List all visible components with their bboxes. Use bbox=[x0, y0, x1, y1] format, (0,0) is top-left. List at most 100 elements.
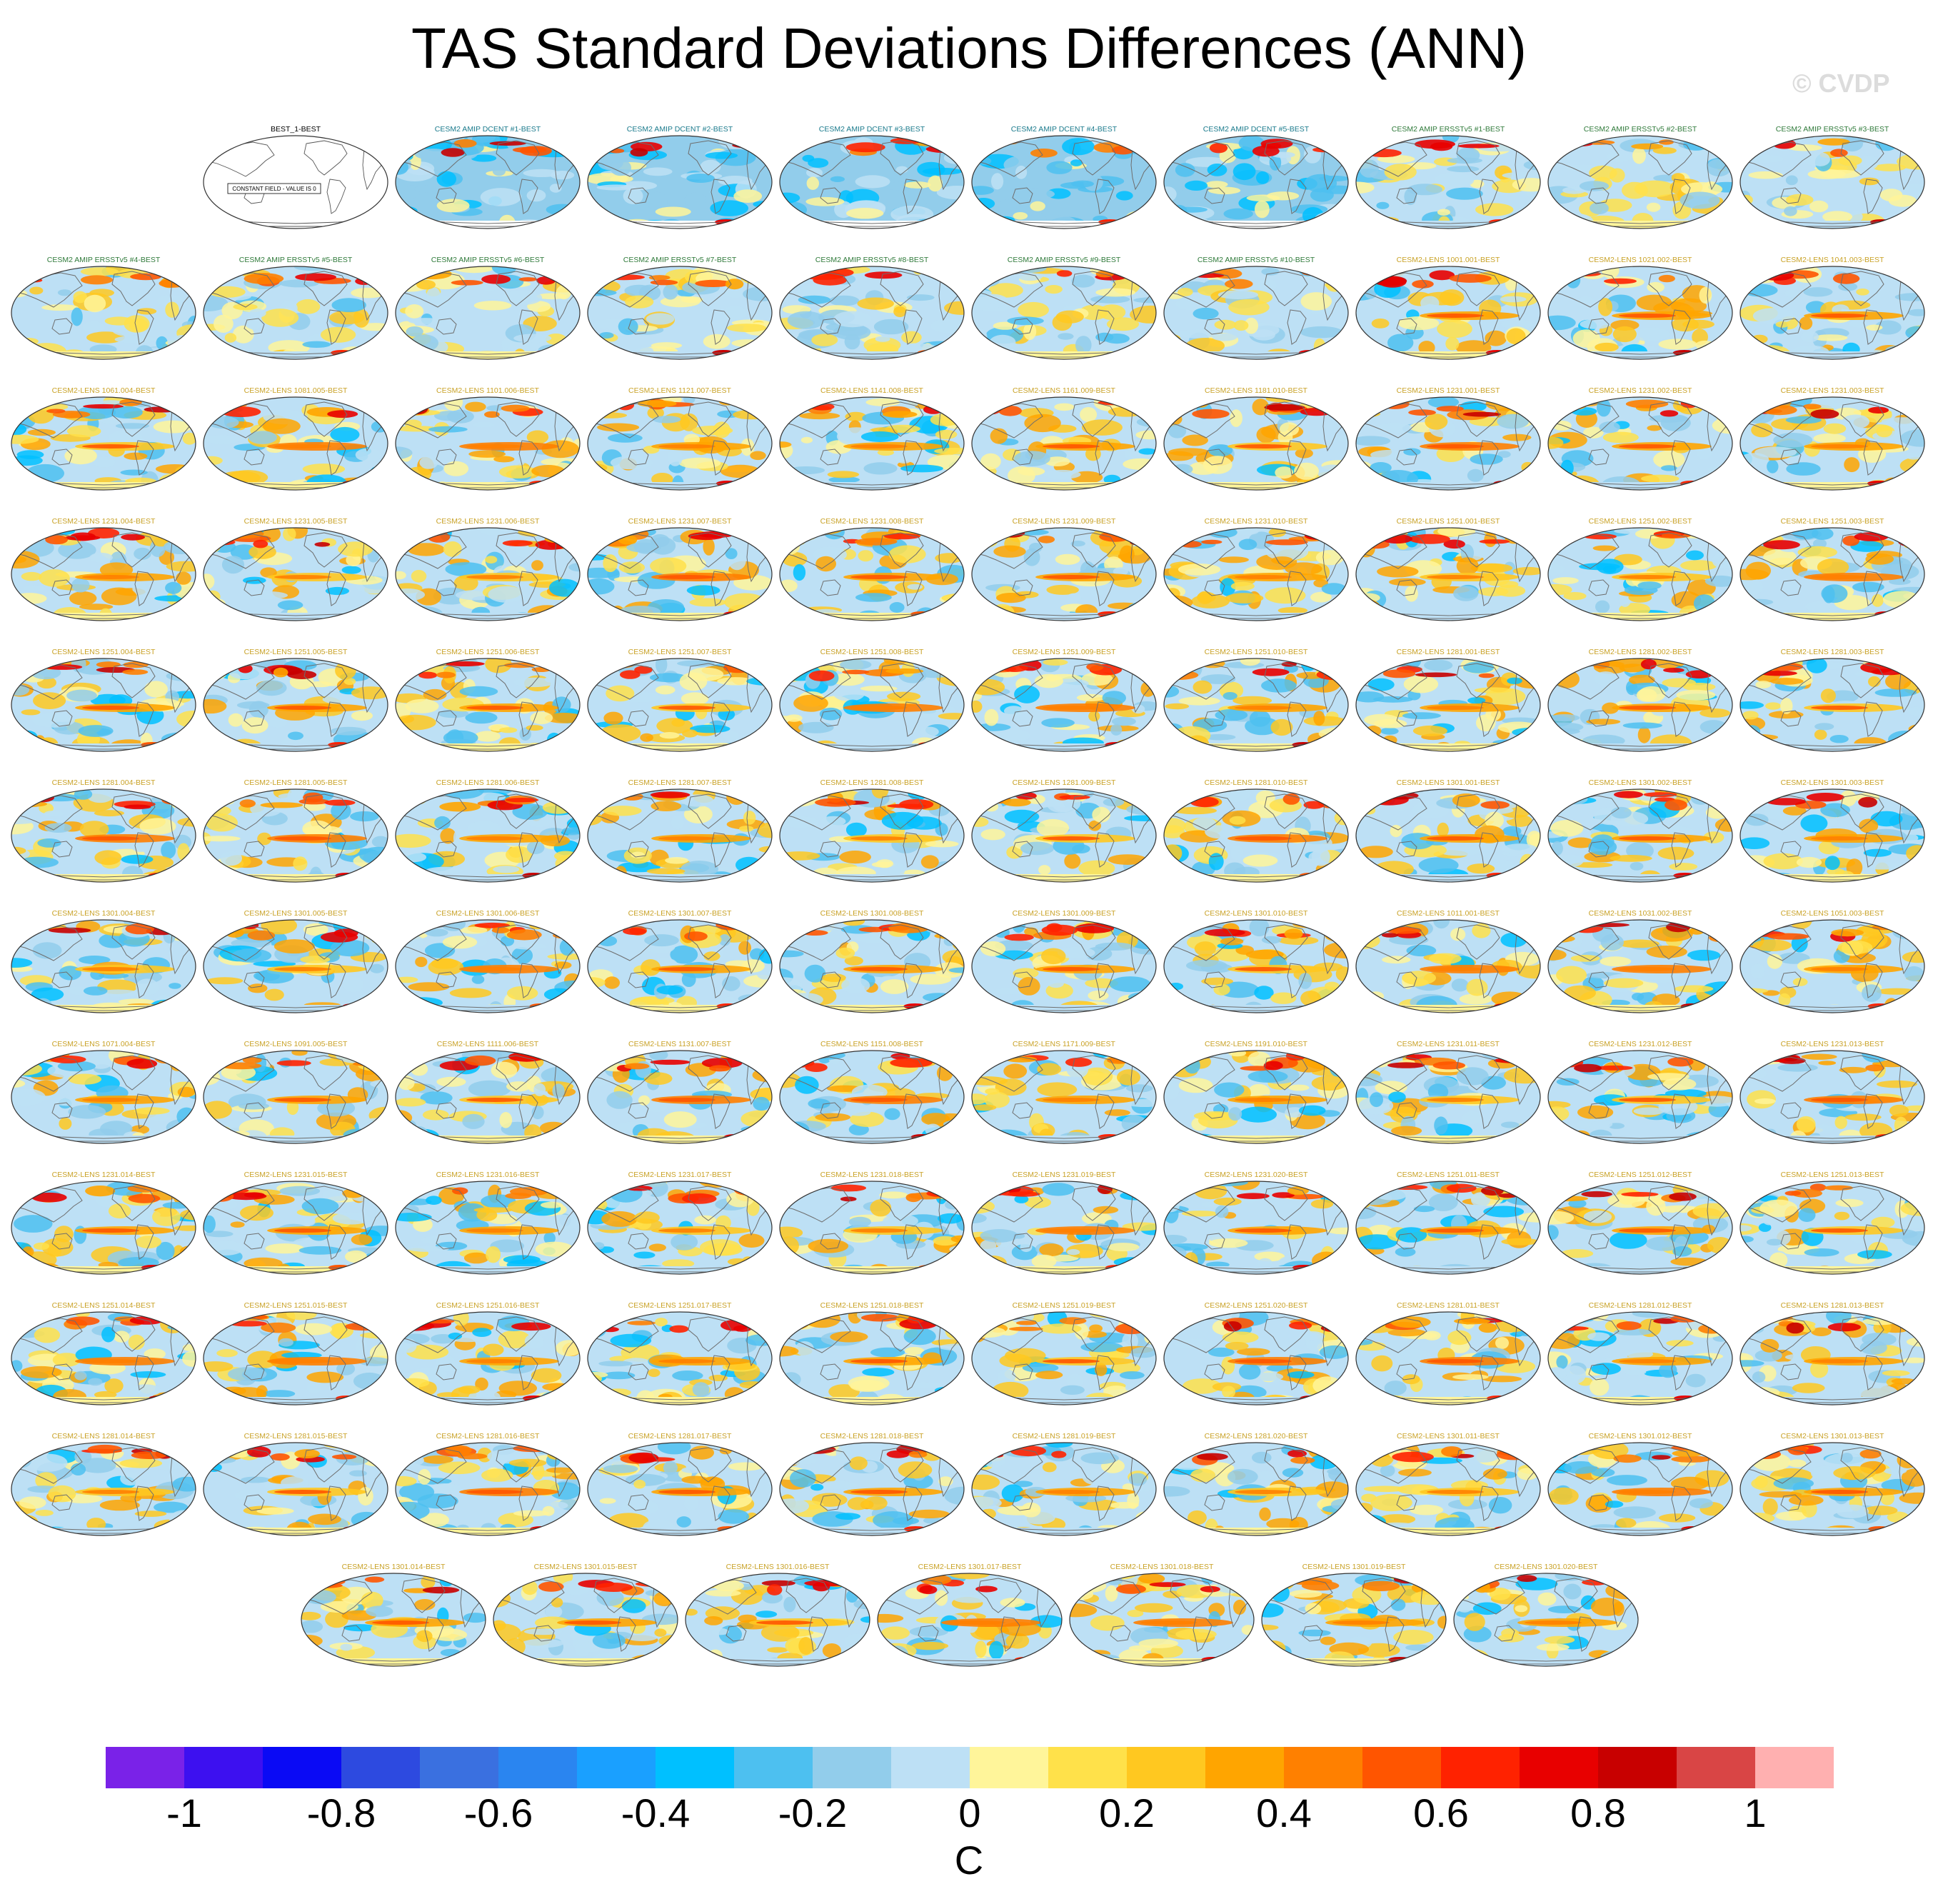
continent-outline bbox=[134, 832, 154, 868]
continent-outline bbox=[880, 663, 924, 698]
panel-title: CESM2-LENS 1251.002-BEST bbox=[1589, 517, 1692, 526]
difference-map-panel: CESM2-LENS 1251.005-BEST bbox=[203, 648, 388, 752]
continent-outline bbox=[518, 832, 538, 868]
panel-title: CESM2-LENS 1051.003-BEST bbox=[1781, 909, 1884, 918]
map-boundary bbox=[1355, 527, 1541, 621]
continent-outline bbox=[1357, 664, 1427, 700]
continent-outline bbox=[1165, 533, 1235, 569]
continent-outline bbox=[880, 1186, 924, 1221]
continent-outline bbox=[303, 1316, 348, 1352]
continent-outline bbox=[1742, 141, 1812, 177]
continent-outline bbox=[1357, 1448, 1427, 1484]
difference-map-panel: CESM2-LENS 1231.003-BEST bbox=[1739, 386, 1925, 491]
colorbar-swatch bbox=[420, 1747, 499, 1788]
map-boundary bbox=[971, 658, 1157, 752]
continent-outline bbox=[589, 926, 659, 961]
continent-outline bbox=[1000, 1616, 1020, 1652]
continent-outline bbox=[1554, 1578, 1598, 1613]
panel-title: CESM2 AMIP ERSSTv5 #7-BEST bbox=[623, 256, 737, 264]
panel-title: CESM2-LENS 1171.009-BEST bbox=[1013, 1040, 1116, 1048]
difference-map-panel: CESM2-LENS 1231.007-BEST bbox=[587, 517, 773, 621]
continent-outline bbox=[1588, 1363, 1610, 1381]
continent-outline bbox=[711, 1355, 730, 1391]
continent-outline bbox=[1170, 1578, 1214, 1613]
continent-outline bbox=[1204, 187, 1225, 204]
continent-outline bbox=[688, 663, 732, 698]
map-boundary bbox=[1739, 527, 1925, 621]
panel-title: CESM2-LENS 1181.010-BEST bbox=[1205, 386, 1308, 395]
continent-outline bbox=[1863, 1093, 1883, 1129]
continent-outline bbox=[781, 403, 851, 439]
continent-outline bbox=[1095, 963, 1115, 998]
continent-outline bbox=[589, 403, 659, 439]
continent-outline bbox=[589, 141, 659, 177]
panel-title: CESM2-LENS 1251.013-BEST bbox=[1781, 1171, 1884, 1179]
map-boundary bbox=[587, 1050, 773, 1144]
panel-title: CESM2-LENS 1021.002-BEST bbox=[1589, 256, 1692, 264]
continent-outline bbox=[518, 179, 538, 214]
continent-outline bbox=[711, 1093, 730, 1129]
map-boundary bbox=[11, 1311, 196, 1406]
continent-outline bbox=[243, 1363, 265, 1381]
continent-outline bbox=[326, 309, 346, 345]
continent-outline bbox=[496, 924, 540, 960]
map-boundary bbox=[1163, 396, 1349, 491]
continent-outline bbox=[1357, 533, 1427, 569]
continent-outline bbox=[1479, 1093, 1499, 1129]
continent-outline bbox=[1840, 924, 1884, 960]
continent-outline bbox=[1648, 1316, 1692, 1352]
map-boundary bbox=[203, 1181, 388, 1275]
continent-outline bbox=[880, 532, 924, 568]
panel-title: CESM2-LENS 1231.016-BEST bbox=[436, 1171, 540, 1179]
difference-map-panel: CESM2-LENS 1251.003-BEST bbox=[1739, 517, 1925, 621]
colorbar-swatch bbox=[1127, 1747, 1206, 1788]
continent-outline bbox=[1095, 440, 1115, 476]
continent-outline bbox=[13, 795, 83, 831]
map-boundary bbox=[1355, 1311, 1541, 1406]
difference-map-panel: CESM2-LENS 1231.016-BEST bbox=[395, 1171, 581, 1275]
continent-outline bbox=[495, 1579, 565, 1615]
continent-outline bbox=[903, 1093, 923, 1129]
continent-outline bbox=[1479, 832, 1499, 868]
continent-outline bbox=[1588, 1102, 1610, 1119]
colorbar-swatch bbox=[1677, 1747, 1756, 1788]
continent-outline bbox=[781, 1187, 851, 1223]
continent-outline bbox=[1648, 401, 1692, 437]
continent-outline bbox=[111, 793, 156, 829]
continent-outline bbox=[1072, 1055, 1116, 1091]
continent-outline bbox=[1396, 971, 1417, 988]
continent-outline bbox=[628, 1102, 649, 1119]
continent-outline bbox=[1204, 1102, 1225, 1119]
continent-outline bbox=[51, 841, 73, 858]
continent-outline bbox=[688, 924, 732, 960]
difference-map-panel: CESM2 AMIP DCENT #5-BEST bbox=[1163, 125, 1349, 229]
continent-outline bbox=[1396, 187, 1417, 204]
continent-outline bbox=[903, 1355, 923, 1391]
continent-outline bbox=[1012, 1102, 1033, 1119]
colorbar-swatch bbox=[1048, 1747, 1128, 1788]
difference-map-panel: CESM2-LENS 1301.016-BEST bbox=[685, 1563, 870, 1667]
continent-outline bbox=[397, 272, 467, 308]
difference-map-panel: CESM2-LENS 1061.004-BEST bbox=[11, 386, 196, 491]
map-boundary bbox=[203, 527, 388, 621]
panel-title: CESM2-LENS 1161.009-BEST bbox=[1013, 386, 1116, 395]
continent-outline bbox=[711, 963, 730, 998]
continent-outline bbox=[1742, 795, 1812, 831]
continent-outline bbox=[243, 971, 265, 988]
difference-map-panel: CESM2-LENS 1251.016-BEST bbox=[395, 1301, 581, 1406]
continent-outline bbox=[1385, 1616, 1405, 1652]
continent-outline bbox=[1357, 926, 1427, 961]
cvdp-watermark: © CVDP bbox=[1792, 69, 1890, 98]
map-boundary bbox=[779, 266, 965, 360]
panel-title: CESM2-LENS 1281.015-BEST bbox=[244, 1432, 348, 1440]
difference-map-panel: CESM2 AMIP DCENT #3-BEST bbox=[779, 125, 965, 229]
continent-outline bbox=[1550, 926, 1620, 961]
colorbar-tick-label: -0.8 bbox=[306, 1790, 376, 1835]
continent-outline bbox=[880, 1055, 924, 1091]
continent-outline bbox=[1012, 1363, 1033, 1381]
continent-outline bbox=[593, 1578, 638, 1613]
continent-outline bbox=[781, 533, 851, 569]
continent-outline bbox=[1588, 318, 1610, 335]
colorbar-swatch bbox=[1755, 1747, 1834, 1788]
continent-outline bbox=[13, 1187, 83, 1223]
